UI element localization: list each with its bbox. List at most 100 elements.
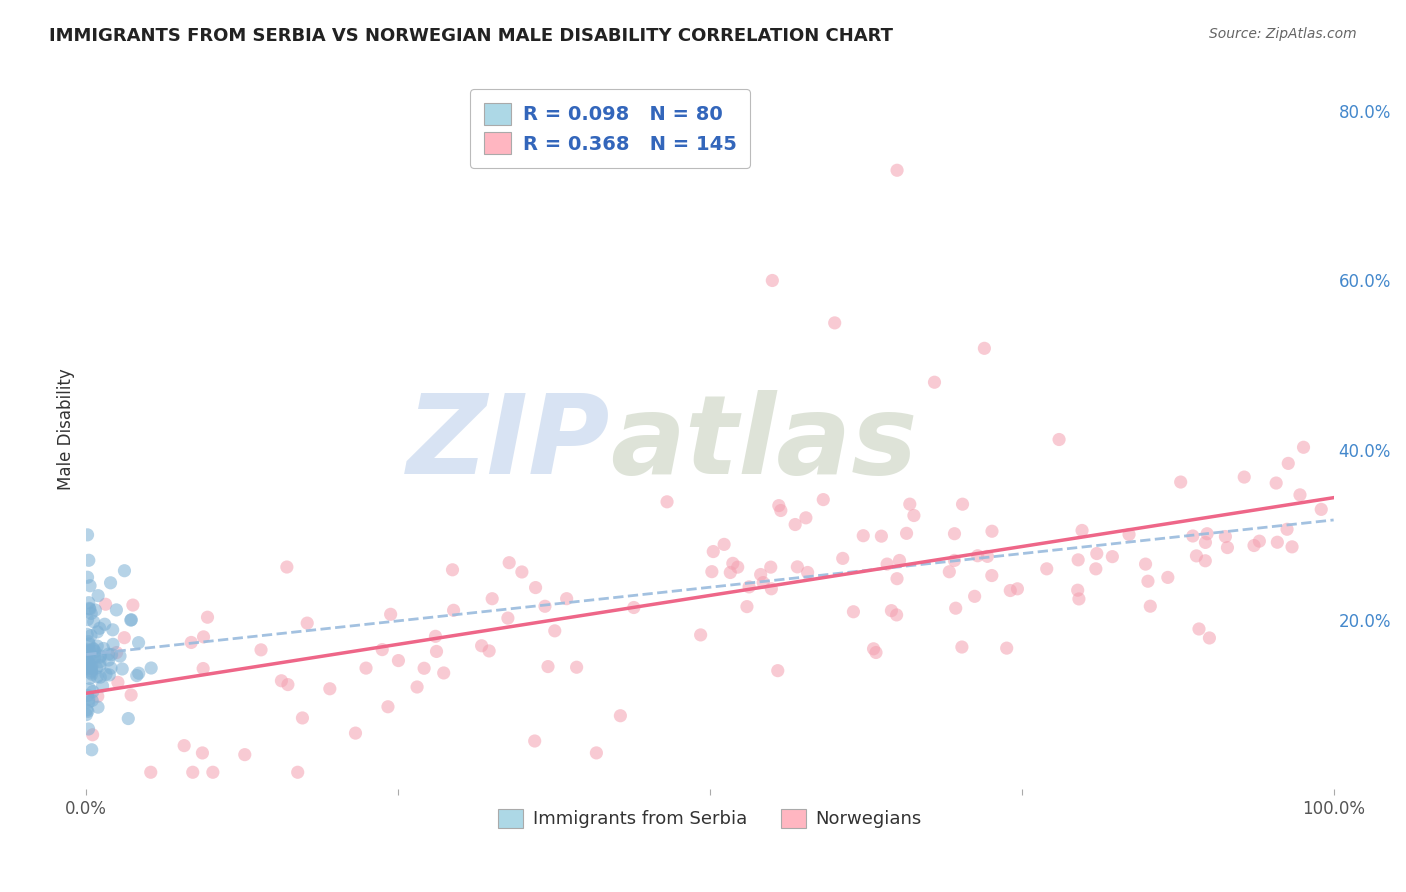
Point (471, 639, 494, 653)
Point (112, 631, 135, 645)
Point (77, 596, 100, 610)
Point (794, 511, 817, 525)
Point (83, 615, 105, 629)
Point (478, 644, 501, 658)
Point (250, 643, 273, 657)
Point (79, 601, 101, 615)
Point (76, 642, 98, 657)
Point (84, 644, 107, 658)
Point (76, 661, 98, 675)
Y-axis label: Male Disability: Male Disability (58, 368, 75, 490)
Point (852, 529, 875, 543)
Point (87, 690, 110, 704)
Point (903, 508, 925, 523)
Point (79, 644, 101, 658)
Point (101, 637, 124, 651)
Point (766, 664, 789, 678)
Point (1118, 527, 1140, 541)
Point (93, 641, 115, 656)
Point (523, 734, 546, 748)
Point (76, 528, 98, 542)
Point (86, 661, 108, 675)
Point (79, 602, 101, 616)
Point (842, 605, 865, 619)
Point (963, 590, 986, 604)
Point (77, 655, 100, 669)
Point (277, 677, 299, 691)
Point (425, 644, 447, 658)
Point (443, 603, 465, 617)
Point (344, 726, 367, 740)
Point (609, 708, 631, 723)
Point (120, 688, 142, 702)
Point (181, 765, 204, 780)
Point (1047, 433, 1070, 447)
Point (481, 591, 503, 606)
Point (1067, 591, 1090, 606)
Point (537, 659, 560, 673)
Point (97, 653, 120, 667)
Point (702, 544, 724, 558)
Point (886, 163, 908, 178)
Point (82, 693, 104, 707)
Point (1185, 549, 1208, 563)
Point (101, 623, 124, 637)
Point (413, 661, 436, 675)
Point (98, 668, 121, 682)
Point (76, 627, 98, 641)
Point (721, 557, 744, 571)
Point (120, 613, 142, 627)
Point (896, 526, 918, 541)
Point (117, 712, 139, 726)
Point (713, 537, 735, 551)
Point (80, 665, 103, 680)
Point (89, 621, 111, 635)
Text: IMMIGRANTS FROM SERBIA VS NORWEGIAN MALE DISABILITY CORRELATION CHART: IMMIGRANTS FROM SERBIA VS NORWEGIAN MALE… (49, 27, 893, 45)
Point (738, 580, 761, 594)
Point (1085, 547, 1108, 561)
Point (77, 695, 100, 709)
Point (79, 681, 101, 696)
Point (1035, 562, 1057, 576)
Point (83, 650, 105, 665)
Point (80, 667, 103, 681)
Point (82, 641, 104, 656)
Point (191, 661, 214, 675)
Point (76, 570, 98, 584)
Point (831, 551, 853, 566)
Point (1139, 599, 1161, 614)
Point (785, 517, 807, 532)
Point (77, 634, 100, 648)
Point (898, 497, 921, 511)
Point (1071, 524, 1094, 538)
Point (233, 747, 256, 762)
Point (79, 648, 101, 663)
Point (97, 647, 120, 661)
Point (1275, 522, 1298, 536)
Point (1277, 456, 1299, 470)
Point (76, 656, 98, 670)
Point (77, 553, 100, 567)
Point (80, 629, 103, 643)
Point (380, 607, 402, 622)
Point (84, 603, 107, 617)
Point (886, 607, 908, 622)
Point (1136, 574, 1159, 589)
Point (105, 603, 128, 617)
Legend: Immigrants from Serbia, Norwegians: Immigrants from Serbia, Norwegians (491, 803, 928, 835)
Point (86, 624, 108, 639)
Point (544, 624, 567, 638)
Point (80, 664, 103, 678)
Point (100, 661, 122, 675)
Point (77, 692, 100, 706)
Point (319, 681, 342, 696)
Point (76, 689, 98, 703)
Point (769, 503, 792, 517)
Point (796, 566, 818, 580)
Point (276, 560, 298, 574)
Point (197, 610, 219, 624)
Point (270, 673, 292, 688)
Point (1181, 529, 1204, 543)
Point (93, 617, 115, 632)
Point (82, 728, 104, 742)
